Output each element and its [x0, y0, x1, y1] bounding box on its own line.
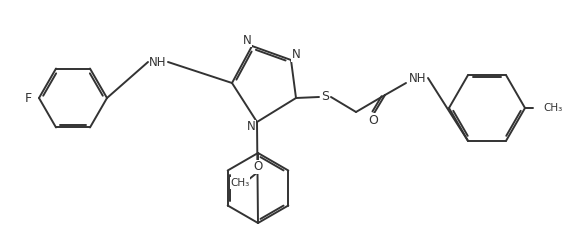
- Text: CH₃: CH₃: [231, 178, 250, 188]
- Text: CH₃: CH₃: [543, 103, 562, 113]
- Text: O: O: [368, 113, 378, 127]
- Text: N: N: [243, 34, 251, 47]
- Text: F: F: [25, 91, 32, 105]
- Text: N: N: [292, 48, 301, 61]
- Text: NH: NH: [149, 55, 166, 69]
- Text: O: O: [253, 161, 262, 173]
- Text: S: S: [321, 90, 329, 104]
- Text: N: N: [247, 120, 255, 134]
- Text: NH: NH: [409, 72, 427, 84]
